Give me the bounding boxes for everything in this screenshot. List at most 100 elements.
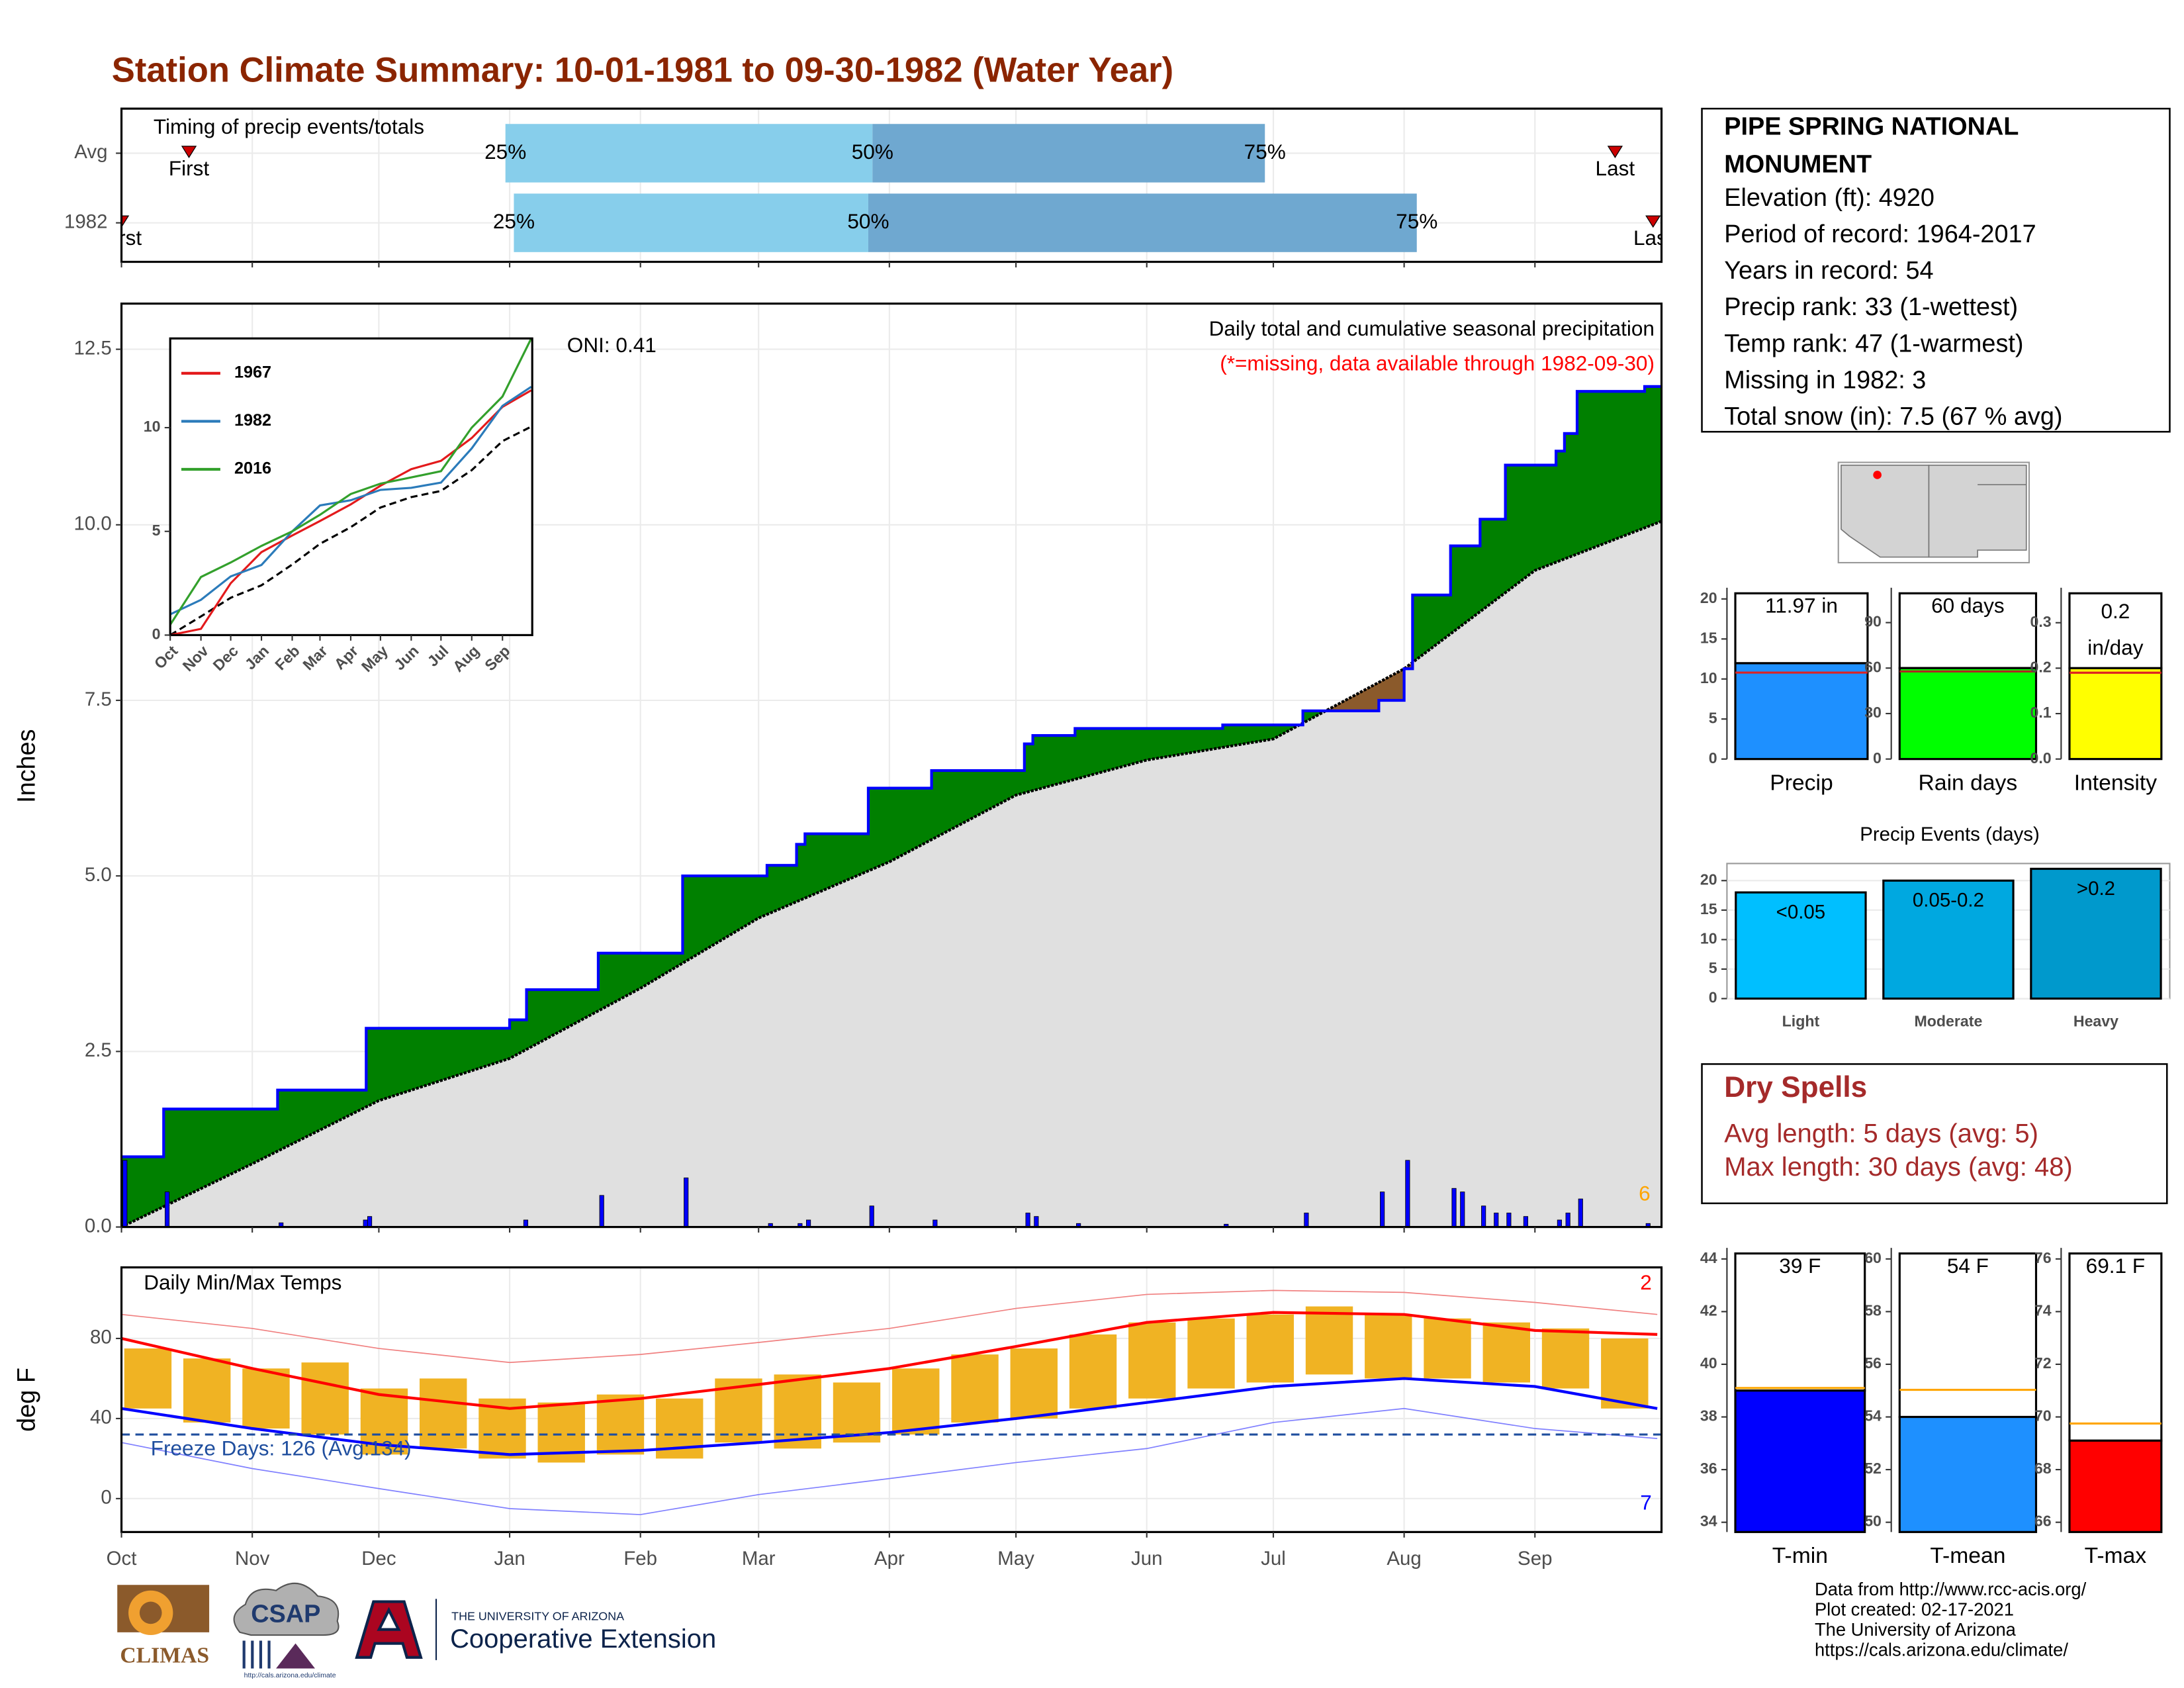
y-tick-label: 58	[1864, 1302, 1882, 1319]
quartile-label: 50%	[852, 140, 893, 164]
temp-frame	[120, 1266, 1663, 1533]
normal-max-line	[121, 1311, 1658, 1410]
y-tick-label: 0	[1873, 749, 1882, 767]
y-tick-label: 20	[1700, 870, 1717, 888]
bin-label: 0.05-0.2	[1913, 890, 1984, 912]
temp-bar	[420, 1378, 467, 1449]
timing-title: Timing of precip events/totals	[154, 115, 424, 138]
legend-label: 1982	[234, 411, 271, 430]
info-line: Total snow (in): 7.5 (67 % avg)	[1724, 403, 2062, 431]
temp-bar	[1601, 1338, 1649, 1409]
inset-background	[170, 338, 533, 635]
bar	[1734, 1389, 1866, 1533]
quartile-bar	[505, 124, 873, 183]
y-tick-label: 20	[1700, 589, 1717, 606]
y-tick-label: 50	[1864, 1513, 1882, 1530]
y-tick-label: 60	[1864, 1249, 1882, 1266]
quartile-label: 75%	[1396, 209, 1437, 233]
series-line	[169, 338, 533, 626]
y-tick-label: 5	[152, 522, 161, 539]
event-label: First	[101, 226, 142, 250]
daily-bar	[1304, 1212, 1309, 1228]
cumulative-line	[121, 385, 1662, 1158]
daily-bar	[1460, 1192, 1465, 1228]
event-marker	[1607, 146, 1623, 158]
value-label: 54 F	[1947, 1254, 1989, 1278]
logo-text: Cooperative Extension	[450, 1624, 716, 1654]
y-tick-label: 68	[2034, 1460, 2052, 1477]
station-marker	[1873, 471, 1882, 479]
y-tick-label: 60	[1864, 658, 1882, 675]
y-tick-label: 0	[101, 1487, 111, 1509]
y-tick-label: 36	[1700, 1460, 1717, 1477]
y-tick-label: 38	[1700, 1407, 1717, 1425]
timing-frame	[120, 107, 1663, 263]
temp-bar	[1246, 1314, 1294, 1383]
logo-shape	[276, 1643, 315, 1669]
ua-mark	[355, 1600, 423, 1659]
value-label: 39 F	[1779, 1254, 1821, 1278]
x-tick-label: May	[997, 1548, 1034, 1570]
value-label: 69.1 F	[2086, 1254, 2145, 1278]
info-line: Precip rank: 33 (1-wettest)	[1724, 293, 2018, 321]
map-state	[1928, 464, 2027, 558]
x-tick-label: Sep	[1518, 1548, 1552, 1570]
event-marker	[121, 215, 130, 228]
x-tick-label: Jul	[1261, 1548, 1286, 1570]
bar	[1898, 667, 2038, 761]
temp-bar	[301, 1362, 349, 1435]
y-tick-label: 10	[1700, 930, 1717, 947]
temp-bar	[1365, 1314, 1412, 1379]
logo-text: CSAP	[251, 1601, 320, 1628]
y-tick-label: 0.0	[2030, 749, 2051, 767]
y-tick-label: 40	[1700, 1354, 1717, 1372]
legend-label: 1967	[234, 363, 271, 382]
info-line: Temp rank: 47 (1-warmest)	[1724, 330, 2023, 357]
bar	[2030, 867, 2162, 1000]
daily-bar	[367, 1216, 373, 1228]
y-tick-label: 0	[152, 626, 161, 643]
x-tick-label: Feb	[623, 1548, 657, 1570]
bar	[1882, 879, 2015, 1000]
y-tick-label: 0	[1709, 989, 1717, 1006]
temp-bar	[596, 1394, 645, 1455]
series-line	[169, 389, 532, 636]
y-tick-label: 44	[1700, 1249, 1717, 1266]
x-tick-label: Nov	[235, 1548, 270, 1570]
bar	[2068, 667, 2163, 761]
y-tick-label: 10.0	[74, 513, 112, 535]
precip-frame	[120, 303, 1663, 1229]
credit-line: Plot created: 02-17-2021	[1815, 1599, 2014, 1619]
event-label: Last	[1633, 226, 1673, 250]
temp-bar	[1128, 1322, 1176, 1399]
normal-min-line	[121, 1377, 1658, 1456]
y-tick-label: 5	[1709, 959, 1717, 976]
x-tick-label: Jun	[1131, 1548, 1162, 1570]
x-tick-label: Mar	[742, 1548, 776, 1570]
value-label: 0.2	[2101, 599, 2130, 623]
row-label: 1982	[64, 211, 108, 232]
corner-label: 6	[1639, 1182, 1651, 1205]
daily-bar	[869, 1205, 874, 1228]
y-tick-label: 34	[1700, 1513, 1717, 1530]
quartile-label: 25%	[493, 209, 535, 233]
x-tick-label: Dec	[361, 1548, 396, 1570]
station-name: MONUMENT	[1724, 150, 1872, 178]
record-max-line	[121, 1289, 1658, 1364]
y-tick-label: 42	[1700, 1302, 1717, 1319]
y-tick-label: 0.2	[2030, 658, 2051, 675]
daily-bar	[1380, 1192, 1385, 1228]
ua-logo: THE UNIVERSITY OF ARIZONA Cooperative Ex…	[355, 1599, 716, 1660]
dry-spell-title: Dry Spells	[1724, 1071, 1867, 1103]
y-tick-label: 10	[1700, 669, 1717, 686]
x-label: T-mean	[1930, 1544, 2005, 1568]
y-tick-label: 7.5	[85, 688, 112, 710]
y-tick-label: 80	[90, 1327, 112, 1348]
y-tick-label: 0.3	[2030, 613, 2051, 630]
climas-logo: CLIMAS	[117, 1585, 209, 1667]
y-tick-label: 0.0	[85, 1215, 112, 1237]
info-box	[1701, 107, 2171, 433]
chart-subtitle: (*=missing, data available through 1982-…	[1220, 352, 1655, 375]
daily-bar	[1506, 1212, 1512, 1228]
daily-bar	[684, 1177, 689, 1228]
